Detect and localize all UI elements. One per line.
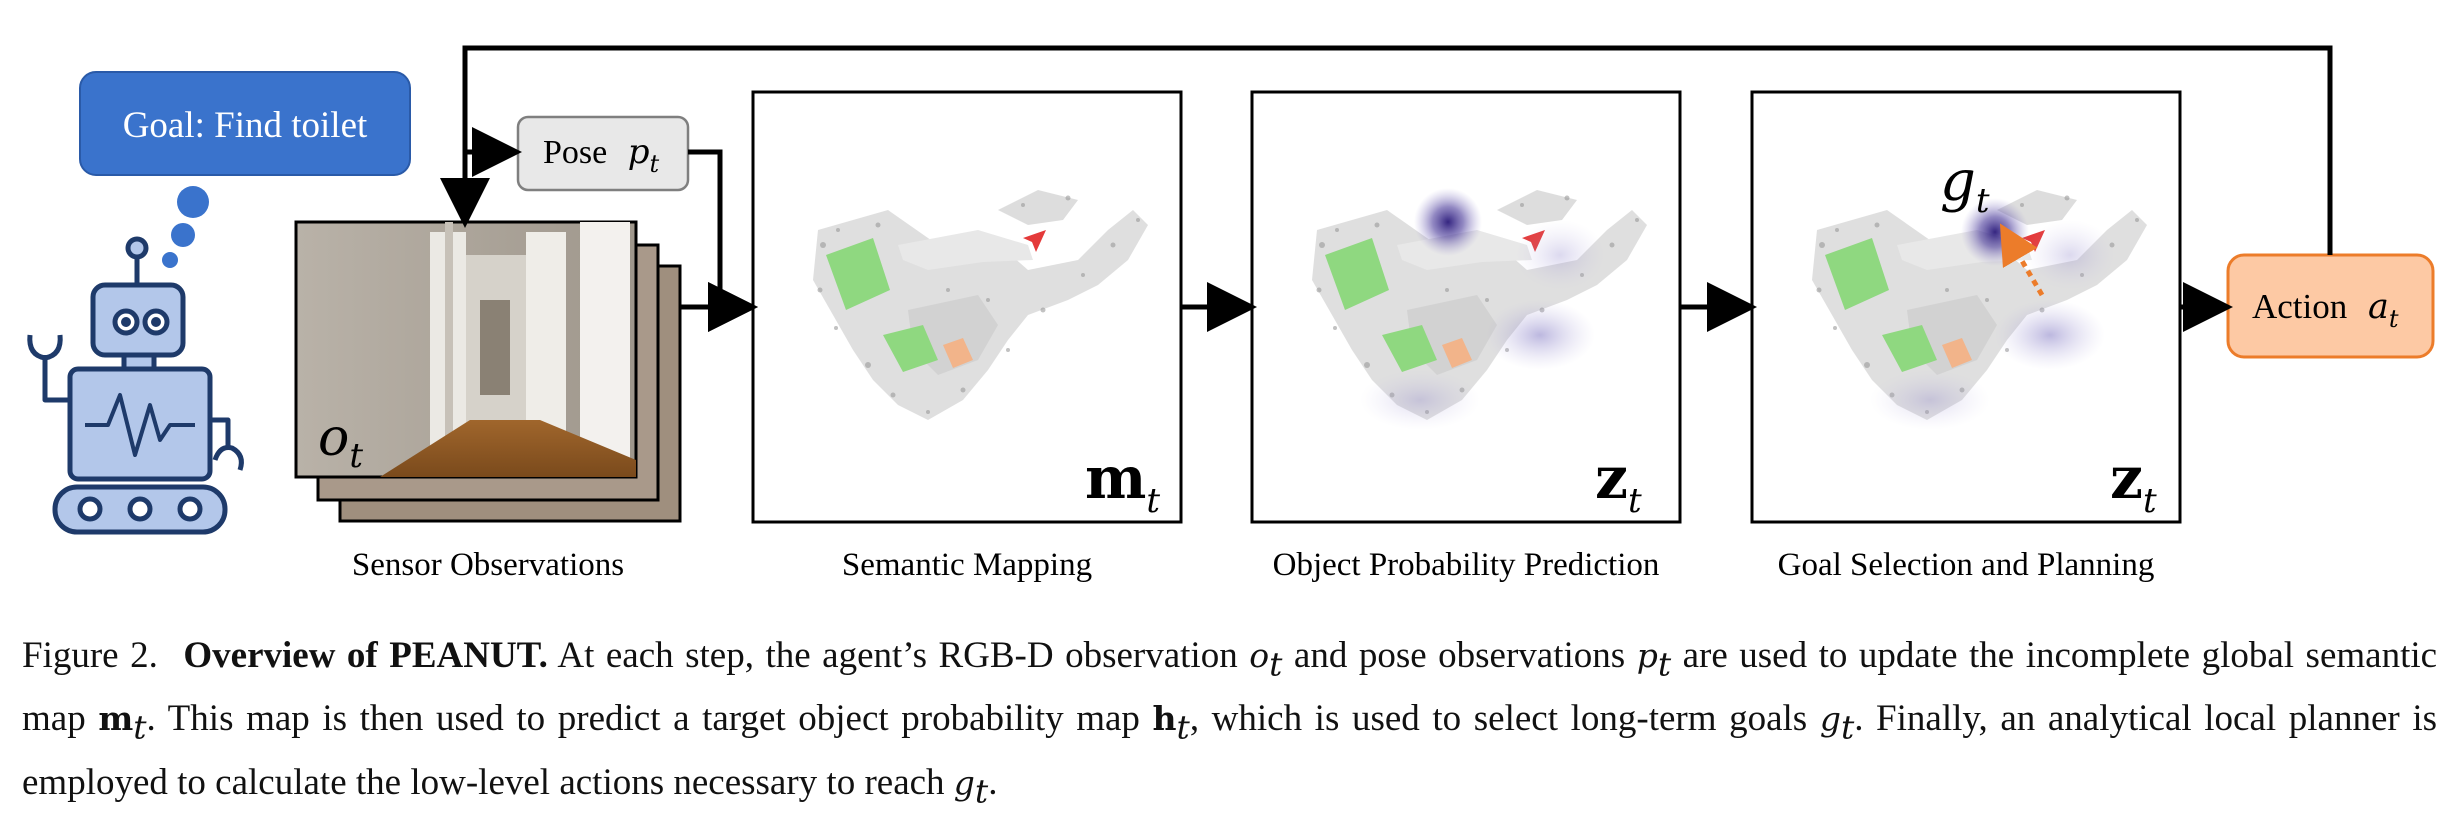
probability-blob-weak [1515, 220, 1605, 290]
semantic-map-panel: mt [751, 90, 1183, 524]
thought-bubbles [162, 186, 209, 268]
figure-caption: Figure 2. Overview of PEANUT. At each st… [22, 635, 2438, 811]
obs-symbol: ot [318, 408, 363, 476]
goal-planning-panel: gt zt [1750, 90, 2182, 524]
caption-title: Overview of PEANUT. [183, 635, 548, 676]
svg-text:Action at: Action at [2252, 287, 2399, 333]
goal-symbol: gt [1940, 149, 1990, 221]
label-semantic-mapping: Semantic Mapping [842, 547, 1092, 583]
observation-image [294, 220, 638, 479]
label-object-probability-prediction: Object Probability Prediction [1273, 547, 1660, 583]
sensor-observation-stack: ot [294, 220, 682, 523]
label-goal-selection-planning: Goal Selection and Planning [1778, 547, 2155, 583]
flow-arrows [440, 45, 2333, 332]
feedback-loop-arrow [440, 45, 2333, 255]
goal-direction-arrow [1999, 223, 2045, 297]
prob-symbol: zt [1595, 444, 1642, 521]
label-sensor-observations: Sensor Observations [352, 547, 624, 583]
pose-to-map-arrow [688, 149, 758, 332]
figure-number: Figure 2. [22, 635, 158, 676]
probability-blob-weak [1485, 300, 1595, 370]
map-symbol: mt [1085, 444, 1160, 521]
action-box: Action at [2226, 253, 2435, 359]
goal-bubble: Goal: Find toilet [79, 71, 411, 176]
stage-labels: Sensor Observations Semantic Mapping Obj… [352, 547, 2154, 583]
goal-bubble-text: Goal: Find toilet [123, 105, 368, 146]
object-probability-panel: zt [1250, 90, 1682, 524]
robot-icon [27, 236, 244, 535]
svg-text:Pose pt: Pose pt [543, 132, 660, 178]
peanut-overview-diagram: Goal: Find toilet [27, 45, 2435, 583]
pose-box: Pose pt [516, 115, 690, 192]
plan-symbol: zt [2110, 444, 2157, 521]
probability-blob-faint [1360, 370, 1480, 430]
probability-blob-strong [1414, 188, 1482, 256]
